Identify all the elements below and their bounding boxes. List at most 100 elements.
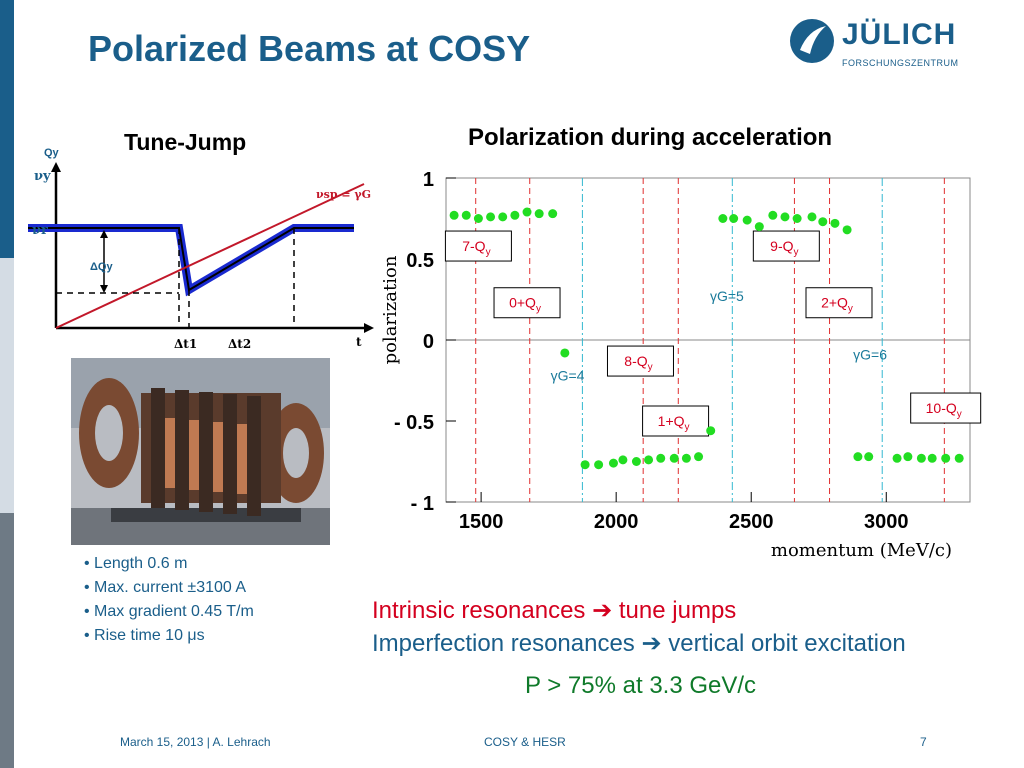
imperfection-resonance-line: Imperfection resonances ➔ vertical orbit… <box>372 627 906 660</box>
data-point-11 <box>594 460 604 470</box>
tj-label-nuy: νy <box>34 169 51 184</box>
polarization-chart: 1500 2000 2500 3000 1 0.5 0 - 0.5 - 1 momentum (M… <box>380 169 982 561</box>
data-point-17 <box>669 453 679 463</box>
gamma-g-label-2: γG=6 <box>853 346 887 362</box>
resonance-label-0: 7-Qy <box>462 238 490 258</box>
data-point-2 <box>473 214 483 223</box>
tune-jump-quadrupole-photo <box>71 358 330 545</box>
slide-title: Polarized Beams at COSY <box>88 28 531 69</box>
data-point-27 <box>792 214 802 223</box>
resonance-label-6: 10-Qy <box>926 400 962 420</box>
resonance-label-2: 8-Qy <box>624 353 652 373</box>
y-tick-label-2: 0 <box>423 331 434 353</box>
x-tick-label-3: 3000 <box>864 511 909 533</box>
left-accent-bar-top <box>0 0 14 258</box>
data-point-35 <box>903 452 913 462</box>
resonance-summary: Intrinsic resonances ➔ tune jumps Imperf… <box>372 594 906 660</box>
page-number: 7 <box>920 735 927 749</box>
data-point-7 <box>534 209 544 219</box>
data-point-12 <box>608 458 618 468</box>
resonance-label-4: 9-Qy <box>770 238 798 258</box>
tj-dq-arrowhead-down <box>100 285 108 293</box>
logo-wordmark: JÜLICH <box>842 18 957 51</box>
intrinsic-label: Intrinsic resonances <box>372 597 586 624</box>
data-point-34 <box>892 453 902 463</box>
resonance-label-3: 1+Qy <box>658 413 690 433</box>
spec-gradient: • Max gradient 0.45 T/m <box>84 603 254 620</box>
tj-dq-arrowhead-up <box>100 230 108 238</box>
resonance-label-5: 2+Qy <box>821 295 853 315</box>
y-tick-label-0: 1 <box>423 169 434 191</box>
data-point-26 <box>780 212 790 222</box>
tune-jump-title: Tune-Jump <box>124 129 247 155</box>
data-point-20 <box>706 426 716 436</box>
data-point-23 <box>742 215 752 225</box>
magnet-spec-list: • Length 0.6 m • Max. current ±3100 A • … <box>84 552 254 648</box>
tj-time-axis-arrow <box>364 323 374 333</box>
data-point-19 <box>694 452 704 462</box>
left-accent-bar-middle <box>0 258 14 513</box>
tj-tune-band <box>28 224 354 297</box>
resonance-box-3 <box>642 405 710 437</box>
data-point-18 <box>681 453 691 463</box>
spec-current: • Max. current ±3100 A <box>84 579 247 596</box>
resonance-box-1 <box>493 287 561 319</box>
data-point-9 <box>560 348 570 358</box>
arrow-icon: ➔ <box>641 630 662 657</box>
spec-rise-time: • Rise time 10 μs <box>84 627 205 644</box>
data-point-25 <box>768 210 778 220</box>
intrinsic-resonance-line: Intrinsic resonances ➔ tune jumps <box>372 594 906 627</box>
data-point-1 <box>461 210 471 220</box>
resonance-box-6 <box>910 392 982 424</box>
spec-length: • Length 0.6 m <box>84 555 188 572</box>
data-point-30 <box>830 218 840 228</box>
data-point-15 <box>644 455 654 465</box>
resonance-box-2 <box>606 345 674 377</box>
data-point-32 <box>853 452 863 462</box>
gamma-g-label-0: γG=4 <box>551 368 585 384</box>
arrow-icon: ➔ <box>592 597 613 624</box>
data-point-39 <box>954 453 964 463</box>
tj-label-dt1: Δt1 <box>174 337 197 351</box>
polarization-result: P > 75% at 3.3 GeV/c <box>525 672 757 699</box>
data-point-0 <box>449 210 459 220</box>
data-point-14 <box>631 457 641 466</box>
tj-label-qy: Qy <box>44 147 60 159</box>
resonance-box-0 <box>444 230 512 262</box>
intrinsic-remedy: tune jumps <box>618 597 737 624</box>
data-point-3 <box>486 212 496 222</box>
y-tick-label-1: 0.5 <box>406 250 434 272</box>
x-tick-label-0: 1500 <box>459 511 504 533</box>
resonance-box-4 <box>752 230 820 262</box>
data-point-8 <box>548 209 558 219</box>
y-tick-label-3: - 0.5 <box>394 412 434 434</box>
tj-label-nur: νr <box>32 223 48 238</box>
chart-title: Polarization during acceleration <box>468 124 833 151</box>
y-tick-label-4: - 1 <box>411 493 434 515</box>
imperfection-label: Imperfection resonances <box>372 630 635 657</box>
data-point-28 <box>807 212 817 222</box>
x-tick-label-1: 2000 <box>594 511 639 533</box>
data-point-24 <box>754 222 764 232</box>
data-point-37 <box>927 453 937 463</box>
x-axis-label: momentum (MeV/c) <box>771 540 952 561</box>
data-point-16 <box>656 453 666 463</box>
tj-tune-axis-arrow <box>51 162 61 172</box>
tune-jump-diagram: Qy νy νr ΔQy νsp = γG Δt1 Δt2 t <box>28 147 374 351</box>
data-point-4 <box>498 212 508 222</box>
data-point-21 <box>718 214 728 223</box>
data-point-33 <box>864 452 874 462</box>
x-tick-label-2: 2500 <box>729 511 774 533</box>
tj-label-dqy: ΔQy <box>90 261 113 273</box>
tj-label-dt2: Δt2 <box>228 337 251 351</box>
data-point-5 <box>510 210 520 220</box>
footer-center: COSY & HESR <box>484 735 566 749</box>
data-point-38 <box>941 453 951 463</box>
tj-resonance-line <box>55 183 365 329</box>
left-accent-bar-bottom <box>0 513 14 768</box>
data-point-36 <box>916 453 926 463</box>
tj-label-t: t <box>356 335 362 349</box>
imperfection-remedy: vertical orbit excitation <box>668 630 906 657</box>
footer-date-author: March 15, 2013 | A. Lehrach <box>120 735 271 749</box>
data-point-10 <box>580 460 590 470</box>
